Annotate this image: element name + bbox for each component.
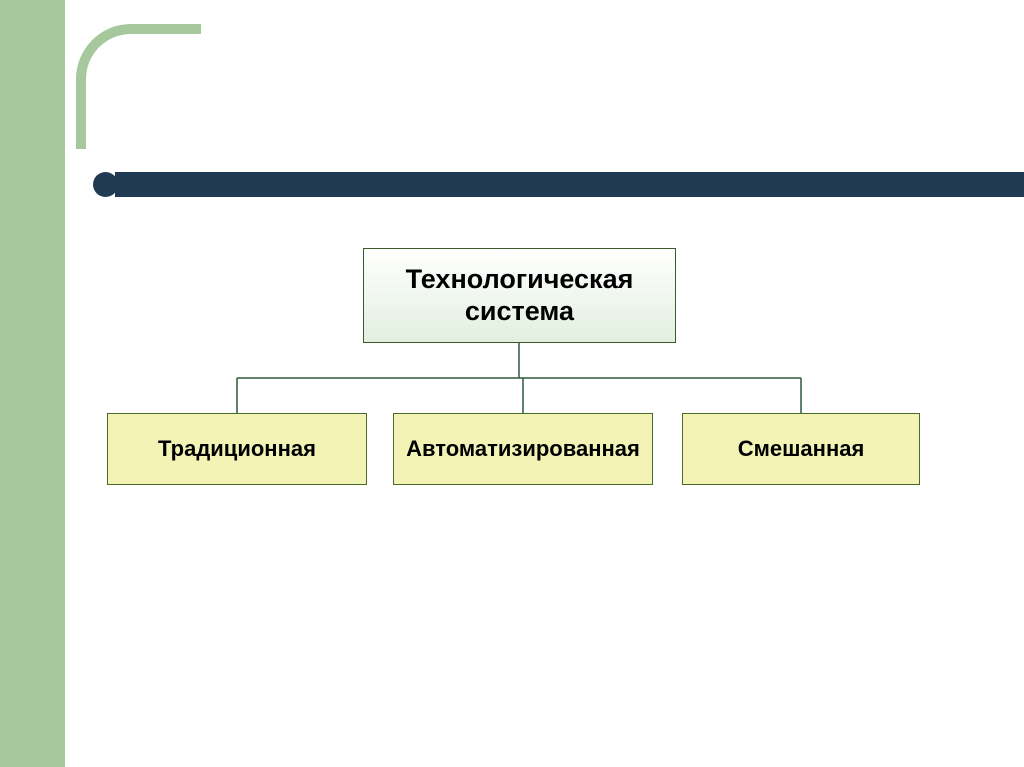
slide-canvas: Технологическаясистема Традиционная Авто… [0, 0, 1024, 767]
connector-path [237, 343, 801, 413]
tree-connectors [0, 0, 1024, 767]
child-node-1: Традиционная [107, 413, 367, 485]
child-node-2-label: Автоматизированная [406, 436, 640, 461]
root-node: Технологическаясистема [363, 248, 676, 343]
org-tree-diagram: Технологическаясистема Традиционная Авто… [0, 0, 1024, 767]
root-node-label: Технологическаясистема [406, 264, 634, 326]
child-node-3: Смешанная [682, 413, 920, 485]
child-node-1-label: Традиционная [158, 436, 316, 461]
child-node-2: Автоматизированная [393, 413, 653, 485]
child-node-3-label: Смешанная [738, 436, 865, 461]
